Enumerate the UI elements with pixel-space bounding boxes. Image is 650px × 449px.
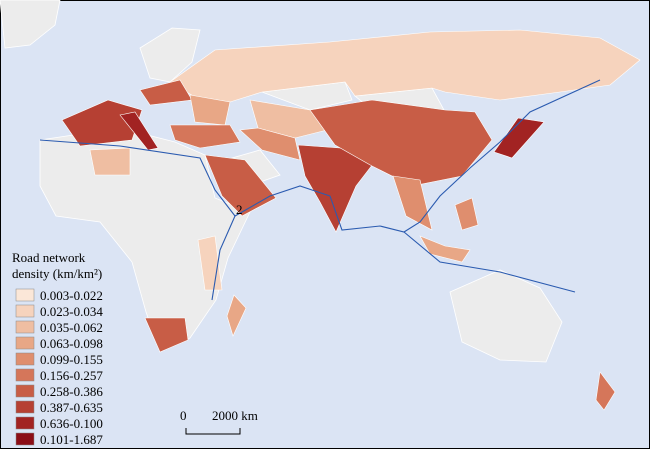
legend-label: 0.023-0.034 — [40, 304, 103, 319]
legend-label: 0.636-0.100 — [40, 416, 103, 431]
country — [89, 147, 131, 176]
country — [595, 371, 616, 411]
legend-swatch — [15, 416, 35, 430]
legend-swatch — [15, 320, 35, 334]
country — [169, 29, 641, 103]
legend-label: 0.387-0.635 — [40, 400, 103, 415]
country — [392, 175, 433, 231]
classed-regions — [61, 29, 641, 411]
legend-label: 0.063-0.098 — [40, 336, 103, 351]
country — [226, 294, 247, 337]
legend-swatch — [15, 336, 35, 350]
scale-bar: 0 2000 km — [180, 408, 258, 435]
legend-title: Road network — [12, 250, 86, 265]
legend-swatch — [15, 432, 35, 446]
legend-label: 0.258-0.386 — [40, 384, 103, 399]
legend-swatch — [15, 400, 35, 414]
country — [249, 99, 336, 139]
country — [239, 127, 301, 161]
legend-label: 0.099-0.155 — [40, 352, 103, 367]
legend: Road network density (km/km²) 0.003-0.02… — [12, 250, 103, 447]
scale-line — [185, 428, 241, 435]
legend-swatch — [15, 304, 35, 318]
annotation: 2 — [236, 202, 243, 217]
legend-label: 0.003-0.022 — [40, 288, 103, 303]
country — [454, 197, 479, 231]
country — [419, 235, 471, 263]
legend-label: 0.035-0.062 — [40, 320, 103, 335]
legend-swatch — [15, 384, 35, 398]
legend-label: 0.101-1.687 — [40, 432, 103, 447]
scale-label: 0 — [180, 408, 187, 423]
legend-swatch — [15, 352, 35, 366]
legend-swatch — [15, 368, 35, 382]
legend-swatch — [15, 288, 35, 302]
legend-label: 0.156-0.257 — [40, 368, 103, 383]
country — [309, 99, 493, 187]
country — [144, 317, 189, 353]
country — [169, 124, 241, 149]
country — [204, 154, 277, 217]
shipping-routes — [39, 79, 601, 301]
country — [119, 111, 159, 151]
scale-label: 2000 km — [212, 408, 258, 423]
legend-title: density (km/km²) — [12, 266, 102, 281]
